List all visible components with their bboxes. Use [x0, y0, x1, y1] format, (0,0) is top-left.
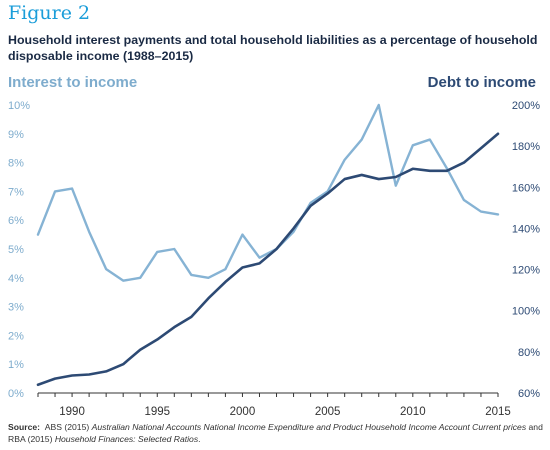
chart-title: Household interest payments and total ho…: [8, 33, 538, 63]
source-italic-1: Australian National Accounts National In…: [91, 422, 527, 432]
x-tick-label: 2005: [315, 406, 341, 418]
left-tick-label: 4%: [8, 273, 24, 285]
right-tick-label: 140%: [512, 223, 540, 235]
axes: 1990 1995 2000 2005 2010 2015 0% 1% 2% 3% 4% 5% 6% 7%…: [8, 100, 540, 418]
series-lines: [36, 103, 500, 387]
left-tick-label: 3%: [8, 302, 24, 314]
left-axis-title: Interest to income: [8, 74, 138, 91]
source-note: Source: ABS (2015) Australian National A…: [8, 422, 548, 445]
left-tick-label: 5%: [8, 244, 24, 256]
interest-to-income-line: [36, 103, 500, 282]
left-tick-label: 0%: [8, 388, 24, 400]
right-tick-label: 100%: [512, 306, 540, 318]
right-tick-label: 120%: [512, 265, 540, 277]
x-tick-label: 2010: [400, 406, 426, 418]
x-tick-label: 1990: [59, 406, 85, 418]
right-tick-label: 180%: [512, 141, 540, 153]
left-tick-label: 8%: [8, 158, 24, 170]
right-tick-label: 160%: [512, 182, 540, 194]
right-axis-title: Debt to income: [427, 74, 536, 91]
source-label: Source:: [8, 422, 40, 432]
x-tick-label: 2000: [230, 406, 256, 418]
right-tick-label: 60%: [518, 388, 540, 400]
left-tick-label: 7%: [8, 186, 24, 198]
left-tick-label: 1%: [8, 359, 24, 371]
figure-label: Figure 2: [8, 2, 91, 24]
left-tick-label: 2%: [8, 330, 24, 342]
source-text-1: ABS (2015): [44, 422, 92, 432]
left-tick-label: 10%: [8, 100, 30, 112]
left-tick-label: 9%: [8, 129, 24, 141]
x-tick-label: 2015: [485, 406, 511, 418]
right-tick-label: 200%: [512, 100, 540, 112]
left-tick-label: 6%: [8, 215, 24, 227]
source-text-3: .: [198, 433, 201, 444]
debt-to-income-line: [36, 132, 500, 387]
right-tick-label: 80%: [518, 347, 540, 359]
x-tick-label: 1995: [144, 406, 170, 418]
source-italic-2: Household Finances: Selected Ratios: [54, 433, 199, 444]
source-text-2: and RBA (2015): [8, 422, 543, 444]
